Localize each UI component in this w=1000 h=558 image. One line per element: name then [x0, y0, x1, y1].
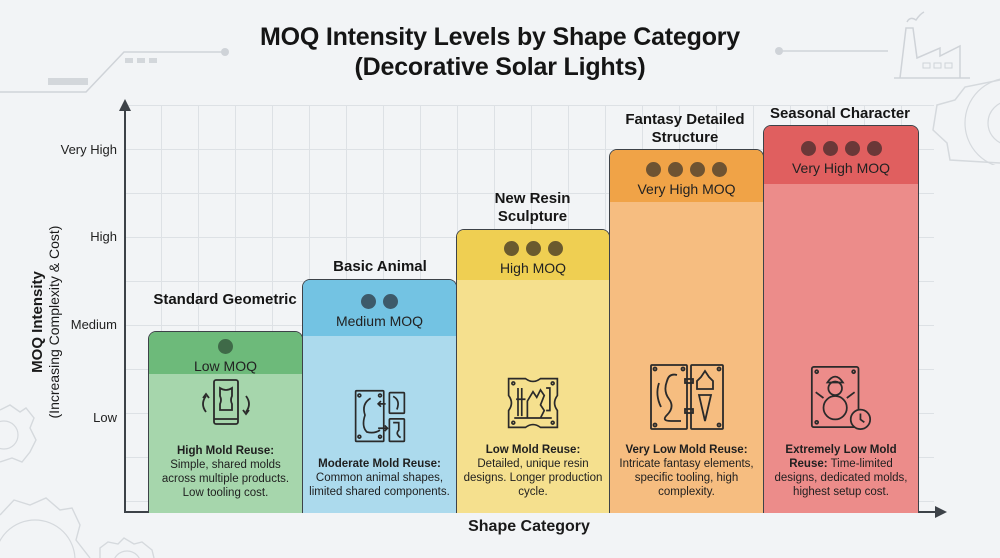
- x-axis-label: Shape Category: [468, 518, 590, 535]
- bar-body: Moderate Mold Reuse: Common animal shape…: [303, 336, 456, 513]
- moq-level-label: Very High MOQ: [791, 160, 891, 176]
- intensity-dot-icon: [822, 140, 838, 156]
- mold-reuse-title: High Mold Reuse:: [176, 445, 275, 457]
- mold-reuse-text: Simple, shared molds across multiple pro…: [161, 459, 290, 499]
- bar-header: Very High MOQ: [764, 126, 918, 184]
- bar-body: Extremely Low Mold Reuse: Time-limited d…: [764, 184, 918, 513]
- moq-level-label: High MOQ: [499, 260, 567, 276]
- mold-reuse-text: Intricate fantasy elements, specific too…: [619, 458, 754, 498]
- y-tick-medium: Medium: [70, 317, 117, 332]
- y-axis-label: MOQ Intensity (Increasing Complexity & C…: [29, 202, 62, 442]
- y-axis-line: [124, 108, 126, 513]
- intensity-dots: [361, 293, 398, 309]
- intensity-dot-icon: [503, 240, 519, 256]
- intensity-dot-icon: [646, 161, 661, 177]
- bar-header: Low MOQ: [149, 332, 302, 374]
- bar-body: Low Mold Reuse: Detailed, unique resin d…: [457, 280, 609, 513]
- intensity-dot-icon: [383, 293, 398, 309]
- y-tick-high: High: [90, 229, 117, 244]
- bar-header: Very High MOQ: [610, 150, 763, 202]
- intensity-dot-icon: [712, 161, 727, 177]
- gear-icon-right: [932, 78, 1000, 165]
- mold-reuse-text: Time-limited designs, dedicated molds, h…: [774, 458, 908, 498]
- chart-title-line1: MOQ Intensity Levels by Shape Category: [259, 23, 741, 51]
- category-label-basic-animal: Basic Animal: [333, 258, 427, 275]
- moq-level-label: Very High MOQ: [637, 181, 736, 197]
- mold-reuse-description: High Mold Reuse: Simple, shared molds ac…: [155, 444, 296, 500]
- bar-new-resin-sculpture: High MOQ Low Mold Reuse: Detailed, uniqu…: [456, 229, 610, 513]
- bar-header: Medium MOQ: [303, 280, 456, 336]
- moq-level-label: Low MOQ: [193, 358, 257, 374]
- mold-reuse-title: Very Low Mold Reuse:: [625, 444, 748, 456]
- mold-reuse-description: Moderate Mold Reuse: Common animal shape…: [309, 457, 450, 499]
- y-axis-arrow-icon: [119, 99, 131, 111]
- chart-title-line2: (Decorative Solar Lights): [354, 53, 646, 81]
- mold-reuse-text: Common animal shapes, limited shared com…: [309, 472, 450, 498]
- snowman-timer-mold-icon: [810, 366, 872, 430]
- mold-reuse-title: Extremely Low Mold Reuse:: [785, 444, 897, 470]
- mold-reuse-description: Low Mold Reuse: Detailed, unique resin d…: [463, 443, 603, 499]
- intensity-dot-icon: [547, 240, 563, 256]
- mold-reuse-title: Moderate Mold Reuse:: [318, 458, 441, 470]
- intensity-dots: [503, 240, 563, 256]
- category-label-standard-geometric: Standard Geometric: [153, 291, 297, 308]
- category-label-new-resin-sculpture: New Resin Sculpture: [494, 190, 571, 225]
- intensity-dot-icon: [690, 161, 705, 177]
- bar-basic-animal: Medium MOQ Moderate Mold Reuse: Common a…: [302, 279, 457, 513]
- intensity-dot-icon: [844, 140, 860, 156]
- intensity-dots: [800, 140, 882, 156]
- dragon-castle-mold-icon: [649, 364, 724, 430]
- category-label-seasonal-character: Seasonal Character: [769, 105, 911, 122]
- bar-body: High Mold Reuse: Simple, shared molds ac…: [149, 374, 302, 513]
- intensity-dot-icon: [668, 161, 683, 177]
- y-tick-very-high: Very High: [60, 142, 117, 157]
- bar-seasonal-character: Very High MOQ Extremely Low Mold Reuse: …: [763, 125, 919, 513]
- bar-standard-geometric: Low MOQ High Mold Reuse: Simple, shared …: [148, 331, 303, 513]
- intensity-dot-icon: [800, 140, 816, 156]
- bar-header: High MOQ: [457, 230, 609, 280]
- animal-mold-parts-icon: [354, 389, 405, 443]
- intensity-dots: [646, 161, 727, 177]
- mold-reuse-description: Very Low Mold Reuse: Intricate fantasy e…: [616, 443, 757, 499]
- intensity-dot-icon: [361, 293, 376, 309]
- intensity-dot-icon: [218, 338, 233, 354]
- moq-level-label: Medium MOQ: [335, 313, 424, 329]
- mold-reuse-text: Detailed, unique resin designs. Longer p…: [463, 458, 603, 498]
- intensity-dot-icon: [525, 240, 541, 256]
- intensity-dot-icon: [866, 140, 882, 156]
- y-tick-low: Low: [93, 410, 117, 425]
- mold-reuse-description: Extremely Low Mold Reuse: Time-limited d…: [770, 443, 912, 499]
- chart-title: MOQ Intensity Levels by Shape Category (…: [0, 22, 1000, 82]
- category-label-fantasy-detailed-structure: Fantasy Detailed Structure: [625, 111, 745, 146]
- resin-sculpture-mold-icon: [507, 377, 559, 429]
- shared-mold-cycle-icon: [201, 379, 250, 425]
- bar-body: Very Low Mold Reuse: Intricate fantasy e…: [610, 202, 763, 513]
- x-axis-arrow-icon: [935, 506, 947, 518]
- intensity-dots: [218, 338, 233, 354]
- bar-fantasy-detailed-structure: Very High MOQ Very Low Mold Reuse: Intri…: [609, 149, 764, 513]
- y-axis-subtitle: (Increasing Complexity & Cost): [46, 225, 62, 419]
- y-axis-title: MOQ Intensity: [29, 271, 46, 373]
- mold-reuse-title: Low Mold Reuse:: [485, 444, 581, 456]
